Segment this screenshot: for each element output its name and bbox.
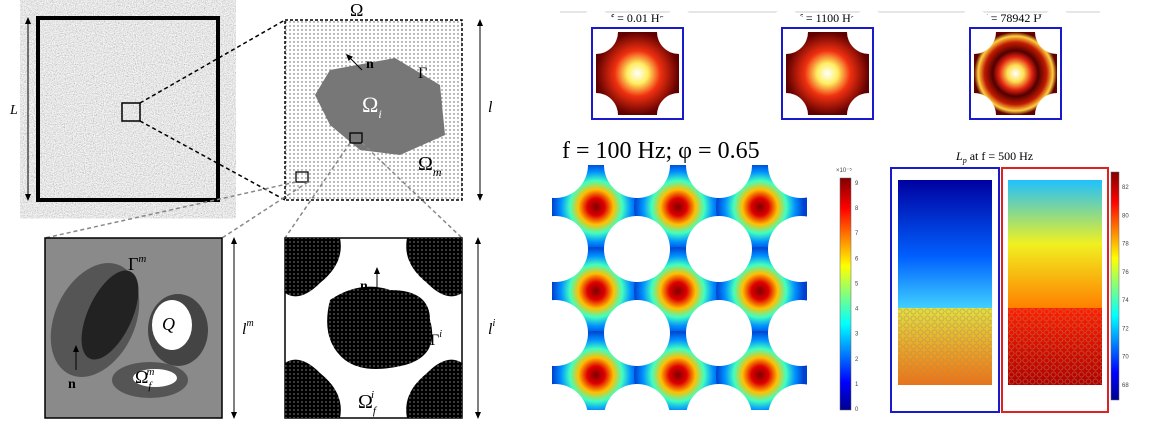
lattice-title: f = 100 Hz; φ = 0.65 [562, 138, 760, 164]
pore [768, 384, 807, 410]
pore [768, 300, 807, 366]
colorbar-tick: 8 [855, 206, 859, 212]
colorbar-tick: 2 [855, 357, 859, 363]
colorbar-tick: 7 [855, 231, 859, 237]
pore [657, 10, 701, 54]
pore [1035, 93, 1079, 137]
pore [604, 216, 670, 282]
pore [657, 93, 701, 137]
normal-label: n [68, 377, 76, 392]
pore [686, 384, 752, 410]
colorbar-tick: 6 [855, 256, 859, 262]
normal-label: n [360, 279, 368, 294]
pore [552, 300, 588, 366]
lattice: f = 100 Hz; φ = 0.65 ×10⁻⁵ [552, 138, 852, 411]
pore [574, 93, 618, 137]
panel-label: f = 78942 Hz [984, 11, 1048, 25]
fluid-label: Ωfm [135, 366, 154, 392]
colorbar-tick: 4 [855, 307, 859, 313]
fluid-label: Ωfi [358, 389, 378, 417]
colorbar-tick: 80 [1122, 213, 1129, 219]
pore [764, 10, 808, 54]
pore [552, 165, 588, 198]
colorbar-exponent: ×10⁻⁵ [836, 167, 852, 174]
colorbar-tick: 74 [1122, 298, 1129, 304]
normal-label: n [366, 57, 374, 72]
pore [604, 384, 670, 410]
pore [686, 165, 752, 198]
dim-label: l [488, 99, 493, 116]
macro-domain: L [9, 16, 286, 202]
pore [604, 165, 670, 198]
panel-frame [781, 27, 874, 120]
lp-panels: Lp at f = 500 Hz [890, 149, 1120, 413]
pore [574, 10, 618, 54]
dim-label: li [488, 318, 495, 338]
dim-label: L [9, 103, 18, 118]
pore [552, 216, 588, 282]
panel-frame [969, 27, 1062, 120]
inclusion-micro: n Γi Ωfi li [284, 237, 495, 419]
inclusion-label: Ωi [362, 92, 382, 121]
colorbar-tick: 9 [855, 181, 859, 187]
colorbar-tick: 82 [1122, 185, 1129, 191]
pore [686, 300, 752, 366]
pore [952, 10, 996, 54]
pore [768, 165, 807, 198]
dim-label: lm [242, 318, 254, 338]
pore [847, 93, 891, 137]
interface-label: Γi [430, 329, 442, 349]
pore [768, 216, 807, 282]
colorbar-tick: 1 [855, 382, 859, 388]
rve: Ω n Γ Ωi Ωm l [44, 0, 493, 239]
colorbar-tick: 76 [1122, 270, 1129, 276]
domain-label: Ω [350, 0, 363, 20]
panel-label: f = 1100 Hz [799, 11, 856, 25]
panel-label: f = 0.01 Hz [610, 11, 665, 25]
colorbar-tick: 72 [1122, 326, 1129, 332]
interface-label: Γ [418, 65, 427, 82]
pore [952, 93, 996, 137]
pore [764, 93, 808, 137]
lp-title: Lp at f = 500 Hz [955, 149, 1033, 165]
colorbar-tick: 78 [1122, 242, 1129, 248]
colorbar-tick: 3 [855, 332, 859, 338]
colorbar-tick: 68 [1122, 383, 1129, 389]
pore [686, 216, 752, 282]
region-label: Q [162, 314, 175, 334]
matrix-label: Ωm [418, 153, 442, 179]
pore [847, 10, 891, 54]
interface-label: Γm [128, 253, 146, 274]
pore [604, 300, 670, 366]
colorbar-tick: 70 [1122, 355, 1129, 361]
colorbar-tick: 5 [855, 281, 859, 287]
matrix-micro: Γm Q n Ωfm lm [44, 237, 254, 419]
panel-frame [591, 27, 684, 120]
frequency-panels: f = 0.01 Hz f = 1100 Hz f = 78942 Hz [574, 10, 1079, 137]
pore [552, 384, 588, 410]
colorbar-tick: 0 [855, 407, 859, 413]
pore [1035, 10, 1079, 54]
